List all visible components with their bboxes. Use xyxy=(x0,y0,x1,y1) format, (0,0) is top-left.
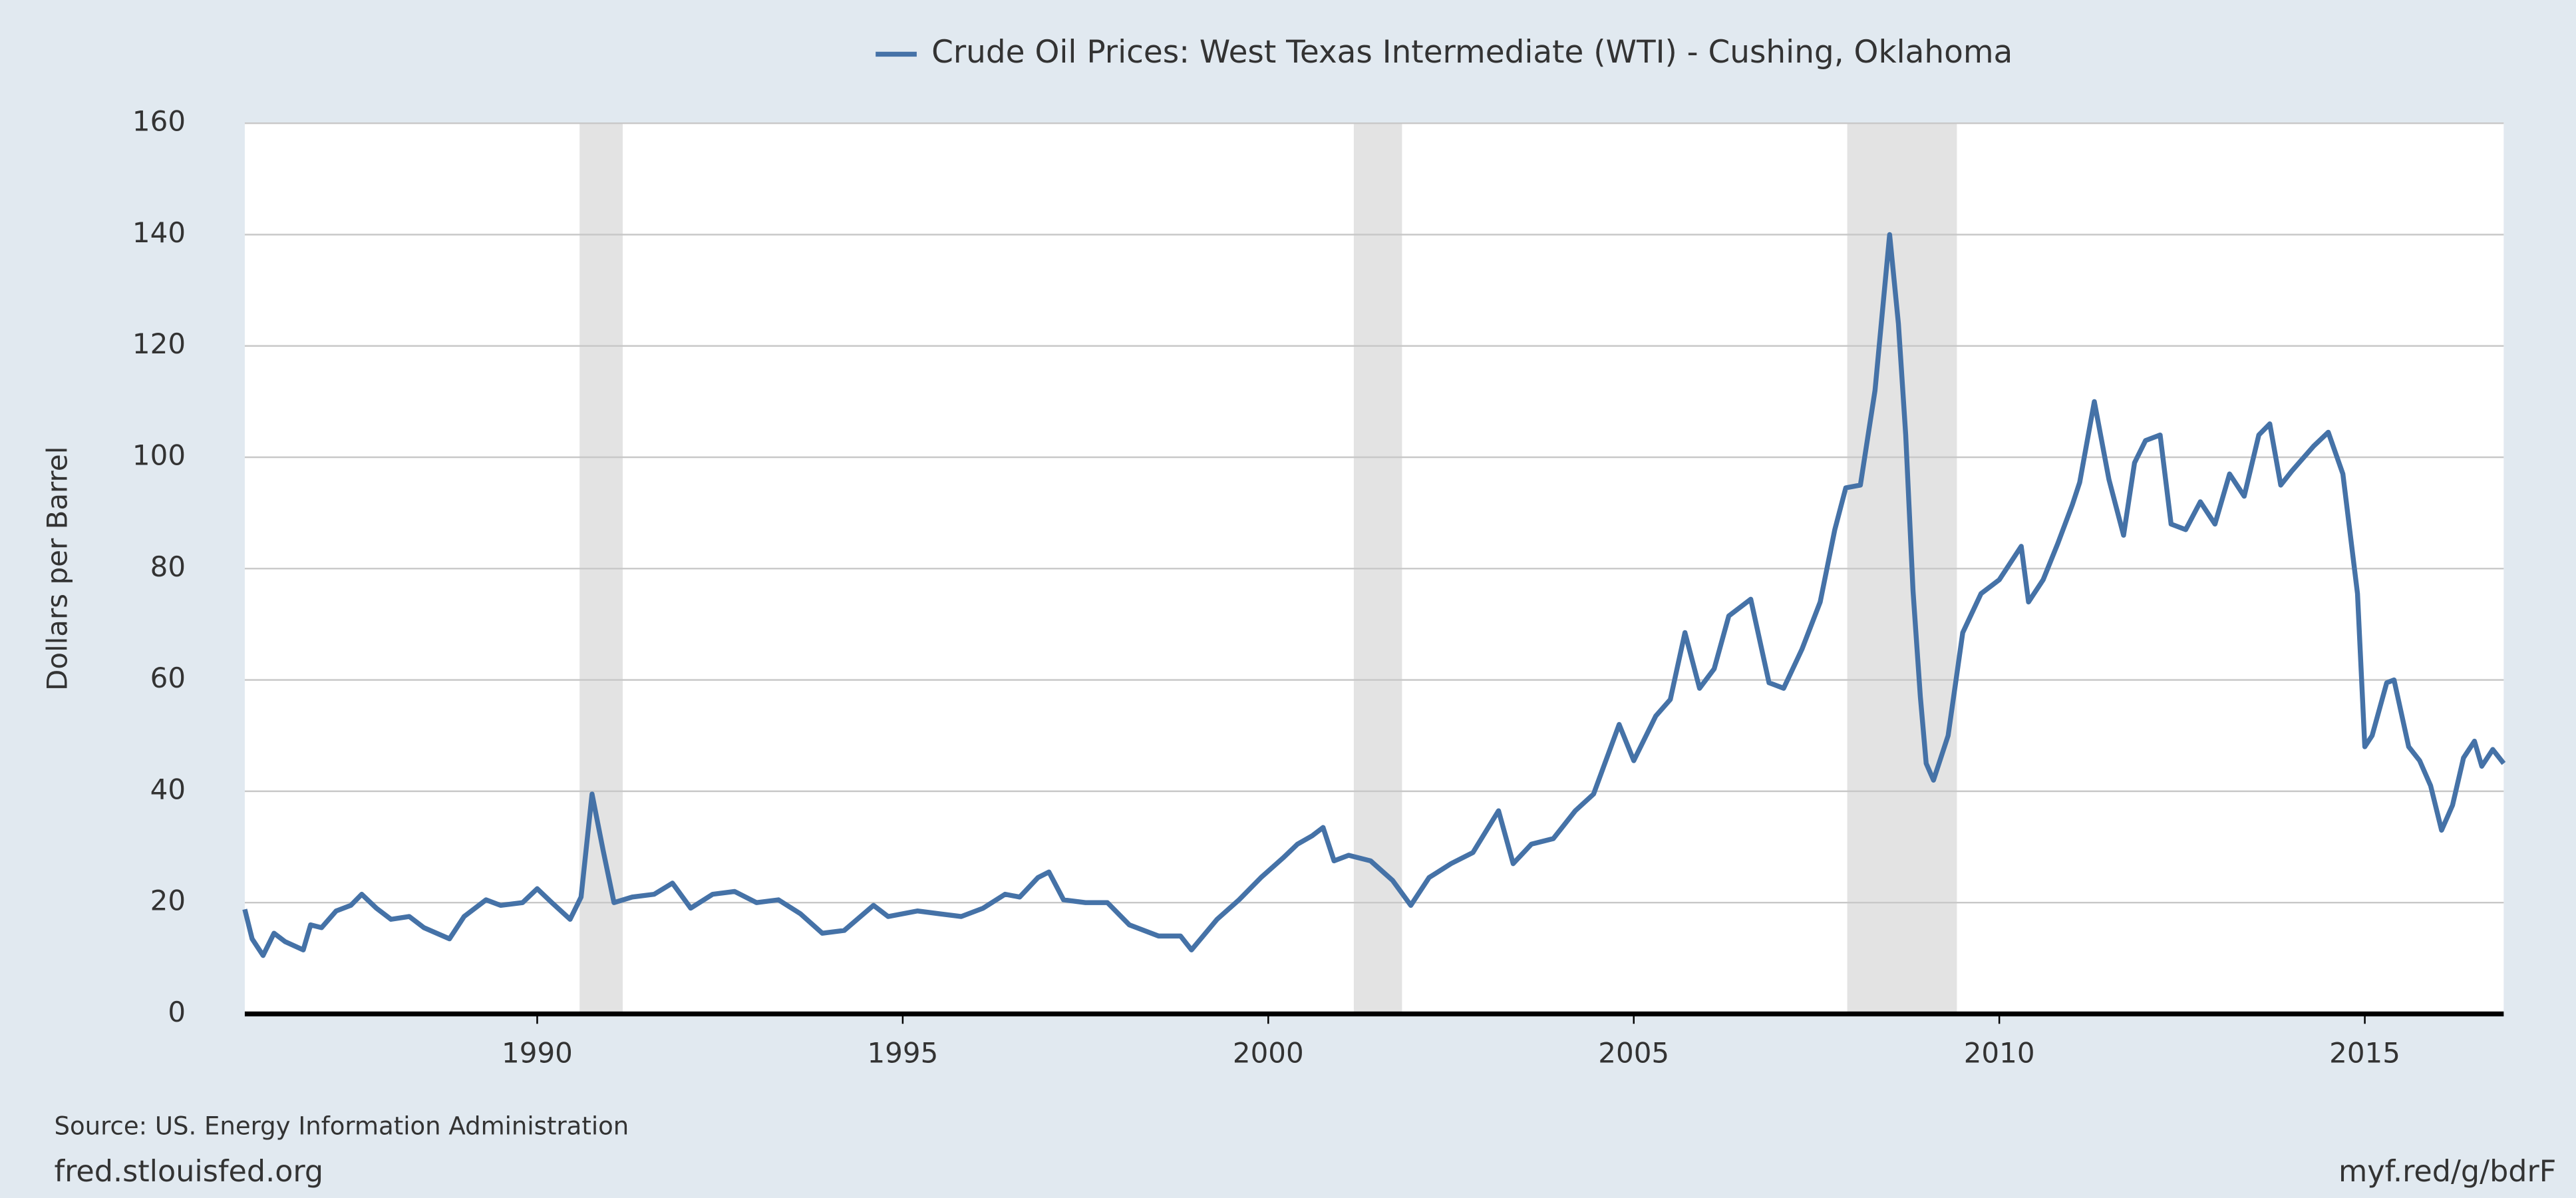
x-tick-label: 1995 xyxy=(867,1037,938,1070)
x-tick-label: 2015 xyxy=(2329,1037,2400,1070)
footer-left: fred.stlouisfed.org xyxy=(54,1155,323,1189)
source: Source: US. Energy Information Administr… xyxy=(54,1111,629,1140)
y-tick-label: 100 xyxy=(132,439,186,472)
x-tick-label: 2000 xyxy=(1233,1037,1304,1070)
x-tick-label: 1990 xyxy=(502,1037,573,1070)
y-tick-label: 0 xyxy=(168,996,186,1028)
legend-label: Crude Oil Prices: West Texas Intermediat… xyxy=(931,34,2012,71)
y-tick-label: 120 xyxy=(132,327,186,360)
y-tick-label: 60 xyxy=(150,662,186,694)
x-tick-label: 2005 xyxy=(1598,1037,1669,1070)
y-tick-label: 160 xyxy=(132,105,186,138)
y-tick-label: 40 xyxy=(150,773,186,805)
x-tick-label: 2010 xyxy=(1964,1037,2035,1070)
series-line xyxy=(242,232,2506,958)
tick-layer: 0 20 40 60 80 100 120 140 160 1990 1995 2000 2005 201… xyxy=(132,105,2400,1070)
y-tick-label: 80 xyxy=(150,550,186,583)
footer-right: myf.red/g/bdrF xyxy=(2338,1155,2556,1189)
y-tick-label: 20 xyxy=(150,885,186,917)
y-tick-label: 140 xyxy=(132,216,186,249)
y-axis-label: Dollars per Barrel xyxy=(41,447,73,691)
line-layer xyxy=(242,232,2506,958)
